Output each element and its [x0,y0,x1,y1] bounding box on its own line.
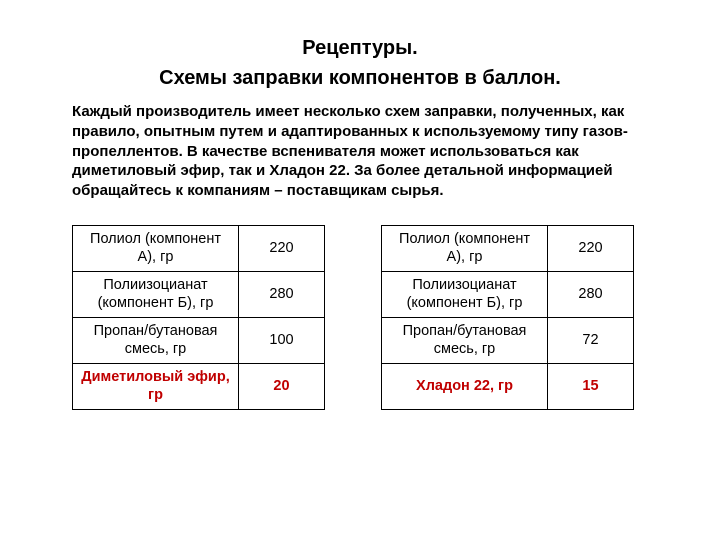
table-row: Хладон 22, гр 15 [382,363,634,409]
table-row: Пропан/бутановая смесь, гр 72 [382,317,634,363]
table-row: Диметиловый эфир, гр 20 [73,363,325,409]
cell-label: Полиизоцианат (компонент Б), гр [382,271,548,317]
tables-row: Полиол (компонент А), гр 220 Полиизоциан… [0,225,720,410]
cell-label-highlight: Хладон 22, гр [382,363,548,409]
recipe-table-left: Полиол (компонент А), гр 220 Полиизоциан… [72,225,325,410]
table-row: Полиизоцианат (компонент Б), гр 280 [73,271,325,317]
cell-value: 220 [239,225,325,271]
cell-label: Пропан/бутановая смесь, гр [73,317,239,363]
cell-value: 100 [239,317,325,363]
cell-label: Полиол (компонент А), гр [73,225,239,271]
table-row: Пропан/бутановая смесь, гр 100 [73,317,325,363]
cell-value: 220 [548,225,634,271]
cell-value: 280 [548,271,634,317]
table-row: Полиол (компонент А), гр 220 [382,225,634,271]
cell-label: Полиизоцианат (компонент Б), гр [73,271,239,317]
recipe-table-right: Полиол (компонент А), гр 220 Полиизоциан… [381,225,634,410]
cell-value-highlight: 15 [548,363,634,409]
cell-value: 72 [548,317,634,363]
title-line-2: Схемы заправки компонентов в баллон. [60,64,660,92]
table-row: Полиизоцианат (компонент Б), гр 280 [382,271,634,317]
page-root: Рецептуры. Схемы заправки компонентов в … [0,0,720,540]
cell-label: Пропан/бутановая смесь, гр [382,317,548,363]
title-line-1: Рецептуры. [60,34,660,62]
cell-value-highlight: 20 [239,363,325,409]
table-row: Полиол (компонент А), гр 220 [73,225,325,271]
cell-value: 280 [239,271,325,317]
intro-paragraph: Каждый производитель имеет несколько схе… [72,102,644,201]
cell-label-highlight: Диметиловый эфир, гр [73,363,239,409]
title-block: Рецептуры. Схемы заправки компонентов в … [60,34,660,92]
cell-label: Полиол (компонент А), гр [382,225,548,271]
